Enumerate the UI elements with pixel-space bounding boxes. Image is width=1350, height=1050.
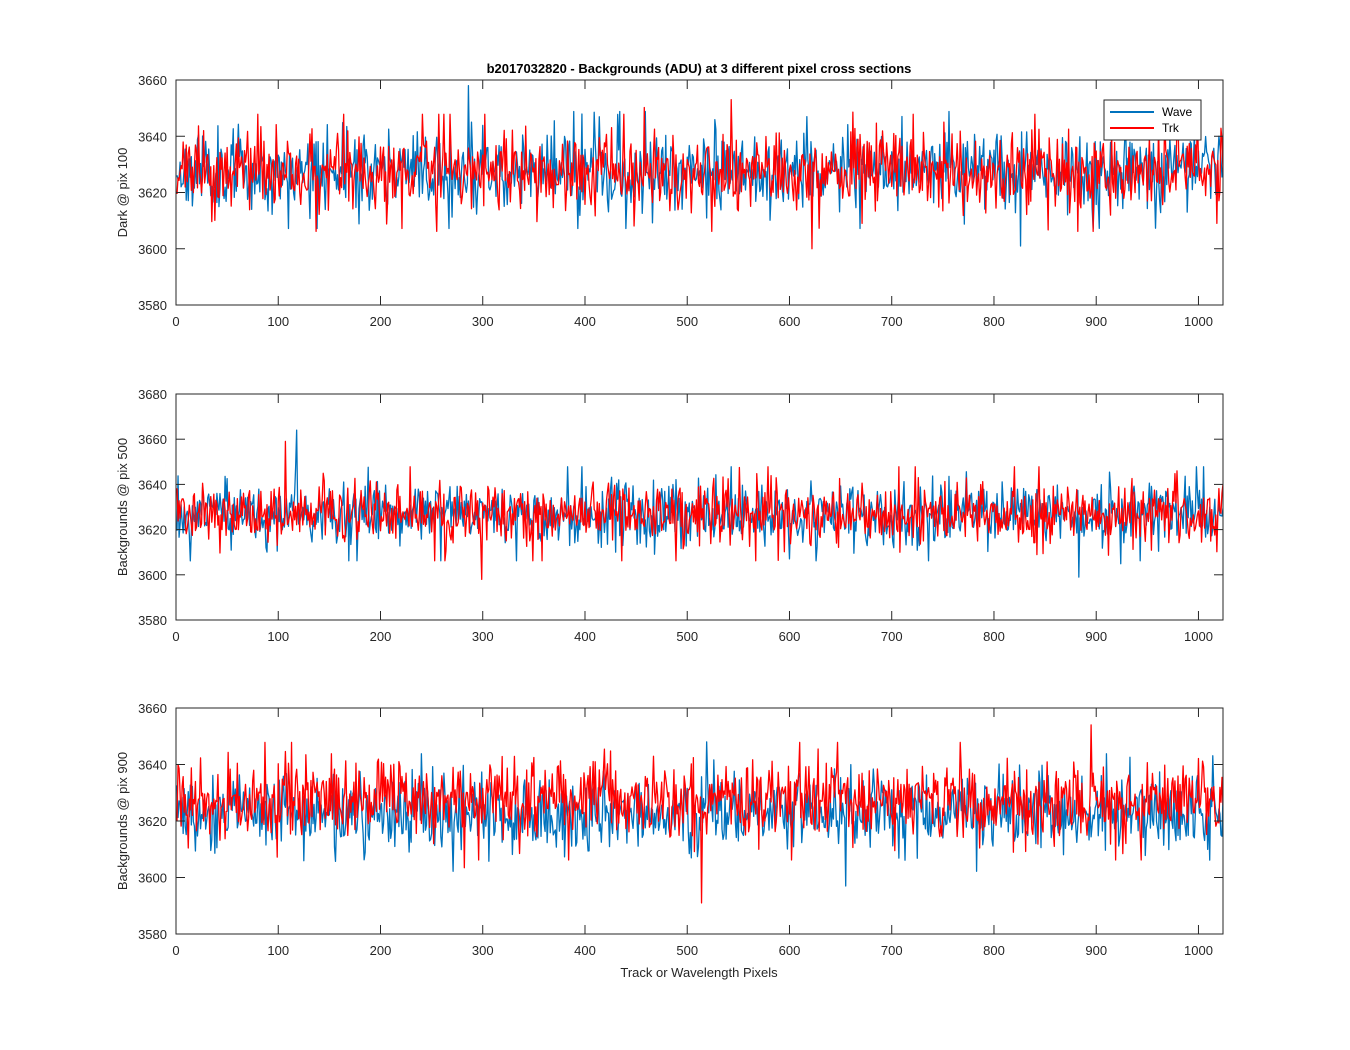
y-tick-label: 3580 xyxy=(138,927,167,942)
x-tick-label: 800 xyxy=(983,629,1005,644)
x-tick-label: 0 xyxy=(172,629,179,644)
x-tick-label: 0 xyxy=(172,314,179,329)
x-tick-label: 1000 xyxy=(1184,629,1213,644)
x-tick-label: 600 xyxy=(779,314,801,329)
x-tick-label: 1000 xyxy=(1184,943,1213,958)
series-line-trk xyxy=(176,440,1223,580)
subplot-backgrounds-pix-900: 0 100 200 300 400 500 600 700 800 900 1000 3580 3600… xyxy=(115,701,1224,958)
y-tick-label: 3640 xyxy=(138,477,167,492)
y-tick-label: 3640 xyxy=(138,758,167,773)
x-tick-label: 400 xyxy=(574,943,596,958)
y-axis-label: Backgrounds @ pix 500 xyxy=(115,438,130,576)
subplot-dark-pix-100: 0 100 200 300 400 500 600 700 800 900 1000 3580 3600… xyxy=(115,73,1224,329)
x-tick-label: 400 xyxy=(574,629,596,644)
y-axis-label: Dark @ pix 100 xyxy=(115,148,130,238)
x-tick-label: 200 xyxy=(370,314,392,329)
y-tick-label: 3620 xyxy=(138,814,167,829)
y-axis-label: Backgrounds @ pix 900 xyxy=(115,752,130,890)
x-tick-label: 300 xyxy=(472,314,494,329)
x-axis-label: Track or Wavelength Pixels xyxy=(620,965,778,980)
legend-label-wave: Wave xyxy=(1162,105,1193,119)
x-tick-label: 300 xyxy=(472,943,494,958)
y-tick-label: 3620 xyxy=(138,186,167,201)
y-tick-label: 3660 xyxy=(138,432,167,447)
x-tick-label: 500 xyxy=(676,943,698,958)
x-tick-label: 300 xyxy=(472,629,494,644)
legend-box xyxy=(1103,99,1202,141)
y-tick-label: 3580 xyxy=(138,613,167,628)
y-tick-label: 3640 xyxy=(138,129,167,144)
x-tick-label: 600 xyxy=(779,943,801,958)
series-line-trk xyxy=(176,99,1223,250)
x-tick-label: 900 xyxy=(1085,629,1107,644)
legend: Wave Trk xyxy=(1103,99,1202,141)
y-tick-label: 3580 xyxy=(138,298,167,313)
x-tick-label: 400 xyxy=(574,314,596,329)
y-tick-label: 3600 xyxy=(138,871,167,886)
x-tick-label: 600 xyxy=(779,629,801,644)
axes-box xyxy=(175,393,1224,621)
x-tick-label: 700 xyxy=(881,943,903,958)
y-tick-label: 3660 xyxy=(138,73,167,88)
y-tick-label: 3660 xyxy=(138,701,167,716)
y-tick-label: 3680 xyxy=(138,387,167,402)
x-tick-label: 100 xyxy=(267,943,289,958)
x-tick-label: 100 xyxy=(267,629,289,644)
x-tick-label: 0 xyxy=(172,943,179,958)
figure-title: b2017032820 - Backgrounds (ADU) at 3 dif… xyxy=(487,61,912,76)
x-tick-label: 100 xyxy=(267,314,289,329)
x-tick-label: 500 xyxy=(676,314,698,329)
x-tick-label: 700 xyxy=(881,629,903,644)
y-tick-label: 3620 xyxy=(138,523,167,538)
x-tick-label: 1000 xyxy=(1184,314,1213,329)
y-tick-label: 3600 xyxy=(138,242,167,257)
series-line-trk xyxy=(176,724,1223,904)
y-tick-label: 3600 xyxy=(138,568,167,583)
legend-label-trk: Trk xyxy=(1162,121,1180,135)
x-tick-label: 900 xyxy=(1085,314,1107,329)
x-tick-label: 500 xyxy=(676,629,698,644)
subplot-backgrounds-pix-500: 0 100 200 300 400 500 600 700 800 900 1000 3580 3600… xyxy=(115,387,1224,644)
x-tick-label: 900 xyxy=(1085,943,1107,958)
plot-area xyxy=(176,80,1223,305)
x-tick-label: 200 xyxy=(370,629,392,644)
x-tick-label: 200 xyxy=(370,943,392,958)
x-tick-label: 800 xyxy=(983,943,1005,958)
x-tick-label: 800 xyxy=(983,314,1005,329)
x-tick-label: 700 xyxy=(881,314,903,329)
